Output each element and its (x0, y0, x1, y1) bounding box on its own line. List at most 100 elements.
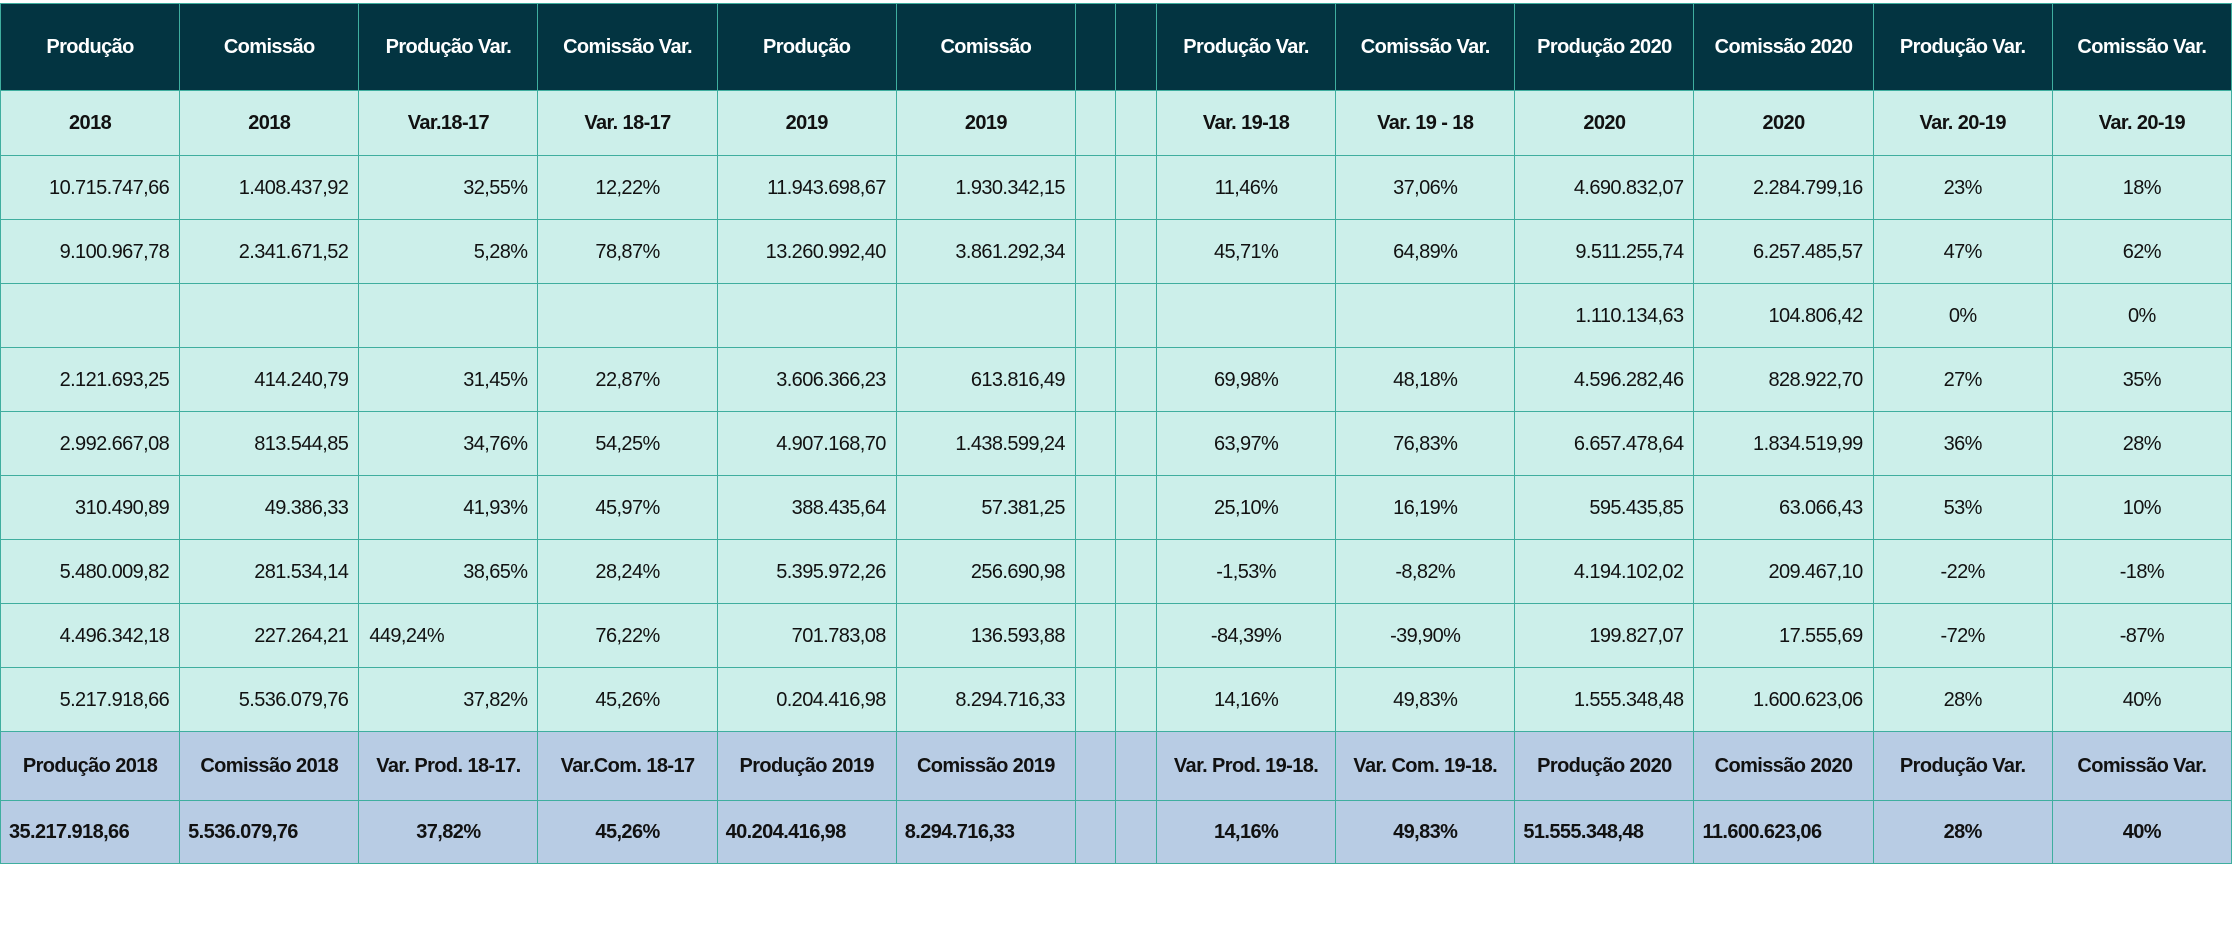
table-row-cell: 388.435,64 (716, 475, 897, 540)
table-row-cell: 49.386,33 (179, 475, 360, 540)
column-header-row-cell (1114, 3, 1158, 91)
table-row: 10.715.747,66 1.408.437,92 32,55% 12,22% 11.… (0, 155, 2232, 220)
table-row-cell: 2.341.671,52 (179, 219, 360, 284)
table-row-cell: 281.534,14 (179, 539, 360, 604)
table-row-cell: 828.922,70 (1693, 347, 1874, 412)
table-row-cell: 6.657.478,64 (1514, 411, 1695, 476)
table-row-cell (1114, 475, 1158, 540)
table-row-cell: -18% (2051, 539, 2232, 604)
table-row-cell: 18% (2051, 155, 2232, 220)
column-header-row-cell: Produção (716, 3, 897, 91)
table-row-cell: 76,83% (1335, 411, 1516, 476)
table-row-cell: 5.217.918,66 (0, 667, 181, 732)
column-subheader-row-cell: Var. 19-18 (1155, 90, 1337, 156)
table-row-cell: 27% (1872, 347, 2053, 412)
table-row: 9.100.967,78 2.341.671,52 5,28% 78,87% 13.26… (0, 219, 2232, 284)
table-row-cell (1114, 283, 1158, 348)
table-row-cell: 199.827,07 (1514, 603, 1695, 668)
table-row-cell (179, 283, 360, 348)
table-row: 5.217.918,66 5.536.079,76 37,82% 45,26% 0.20… (0, 667, 2232, 732)
table-row-cell: 2.284.799,16 (1693, 155, 1874, 220)
table-row-cell: 10% (2051, 475, 2232, 540)
table-row-cell: 12,22% (537, 155, 718, 220)
table-row-cell: 6.257.485,57 (1693, 219, 1874, 284)
column-subheader-row-cell: 2018 (179, 90, 360, 156)
column-header-row-cell: Comissão (179, 3, 360, 91)
table-row-cell: 32,55% (358, 155, 539, 220)
table-row-cell: 9.100.967,78 (0, 219, 181, 284)
totals-row-cell: 40% (2051, 800, 2232, 864)
table-row-cell (1074, 603, 1116, 668)
table-row-cell: 35% (2051, 347, 2232, 412)
table-row-cell: 45,26% (537, 667, 718, 732)
table-row-cell: -87% (2051, 603, 2232, 668)
table-row-cell: 45,97% (537, 475, 718, 540)
table-row-cell: 1.438.599,24 (895, 411, 1076, 476)
totals-row-cell: 8.294.716,33 (895, 800, 1076, 864)
table-row-cell: 1.555.348,48 (1514, 667, 1695, 732)
table-row-cell: 49,83% (1335, 667, 1516, 732)
table-row-cell (895, 283, 1076, 348)
table-row-cell: 310.490,89 (0, 475, 181, 540)
totals-header-row: Produção 2018 Comissão 2018 Var. Prod. 18-… (0, 731, 2232, 801)
table-row-cell: 28% (2051, 411, 2232, 476)
totals-row-cell: 37,82% (358, 800, 539, 864)
table-row-cell (1074, 219, 1116, 284)
table-row-cell: 57.381,25 (895, 475, 1076, 540)
totals-row-cell (1074, 800, 1116, 864)
totals-row-cell: 35.217.918,66 (0, 800, 181, 864)
table-row-cell: 813.544,85 (179, 411, 360, 476)
table-row-cell: 47% (1872, 219, 2053, 284)
totals-row-cell: 11.600.623,06 (1693, 800, 1874, 864)
table-row-cell: 4.194.102,02 (1514, 539, 1695, 604)
table-row-cell: 209.467,10 (1693, 539, 1874, 604)
column-subheader-row-cell (1074, 90, 1116, 156)
table-row-cell (358, 283, 539, 348)
column-subheader-row-cell: 2020 (1514, 90, 1695, 156)
table-row-cell: 5.480.009,82 (0, 539, 181, 604)
totals-header-row-cell: Produção Var. (1872, 731, 2053, 801)
table-row-cell: 22,87% (537, 347, 718, 412)
table-row-cell: 8.294.716,33 (895, 667, 1076, 732)
table-row-cell: 4.907.168,70 (716, 411, 897, 476)
table-row-cell (537, 283, 718, 348)
table-row-cell (1114, 603, 1158, 668)
table-row-cell: 13.260.992,40 (716, 219, 897, 284)
table-row-cell: 256.690,98 (895, 539, 1076, 604)
column-header-row-cell: Produção Var. (1155, 3, 1337, 91)
table-row-cell (1074, 539, 1116, 604)
table-row-cell: 11.943.698,67 (716, 155, 897, 220)
column-header-row-cell: Comissão 2020 (1693, 3, 1874, 91)
table-row-cell: 1.930.342,15 (895, 155, 1076, 220)
table-row-cell: 9.511.255,74 (1514, 219, 1695, 284)
totals-row: 35.217.918,66 5.536.079,76 37,82% 45,26% 40.… (0, 800, 2232, 864)
table-row-cell: 5,28% (358, 219, 539, 284)
totals-row-cell (1114, 800, 1158, 864)
table-row-cell: 5.395.972,26 (716, 539, 897, 604)
table-row-cell: 40% (2051, 667, 2232, 732)
table-row-cell (1074, 155, 1116, 220)
column-header-row-cell: Comissão Var. (1335, 3, 1516, 91)
table-row-cell (716, 283, 897, 348)
table-row-cell: 4.690.832,07 (1514, 155, 1695, 220)
table-row: 2.121.693,25 414.240,79 31,45% 22,87% 3.606.… (0, 347, 2232, 412)
table-row-cell: 1.834.519,99 (1693, 411, 1874, 476)
table-row-cell: 0% (1872, 283, 2053, 348)
totals-header-row-cell (1114, 731, 1158, 801)
table-row-cell: 4.496.342,18 (0, 603, 181, 668)
column-subheader-row-cell: 2020 (1693, 90, 1874, 156)
table-row-cell: -39,90% (1335, 603, 1516, 668)
table-row-cell: 17.555,69 (1693, 603, 1874, 668)
column-header-row-cell: Produção (0, 3, 181, 91)
table-row-cell (1074, 347, 1116, 412)
table-row-cell (1335, 283, 1516, 348)
table-row-cell: -22% (1872, 539, 2053, 604)
table-row-cell: -84,39% (1155, 603, 1337, 668)
table-row-cell: 414.240,79 (179, 347, 360, 412)
table-row-cell: 2.992.667,08 (0, 411, 181, 476)
table-row-cell (1114, 539, 1158, 604)
table-row-cell: 3.606.366,23 (716, 347, 897, 412)
table-row-cell: 76,22% (537, 603, 718, 668)
table-row-cell (1114, 667, 1158, 732)
totals-row-cell: 49,83% (1335, 800, 1516, 864)
